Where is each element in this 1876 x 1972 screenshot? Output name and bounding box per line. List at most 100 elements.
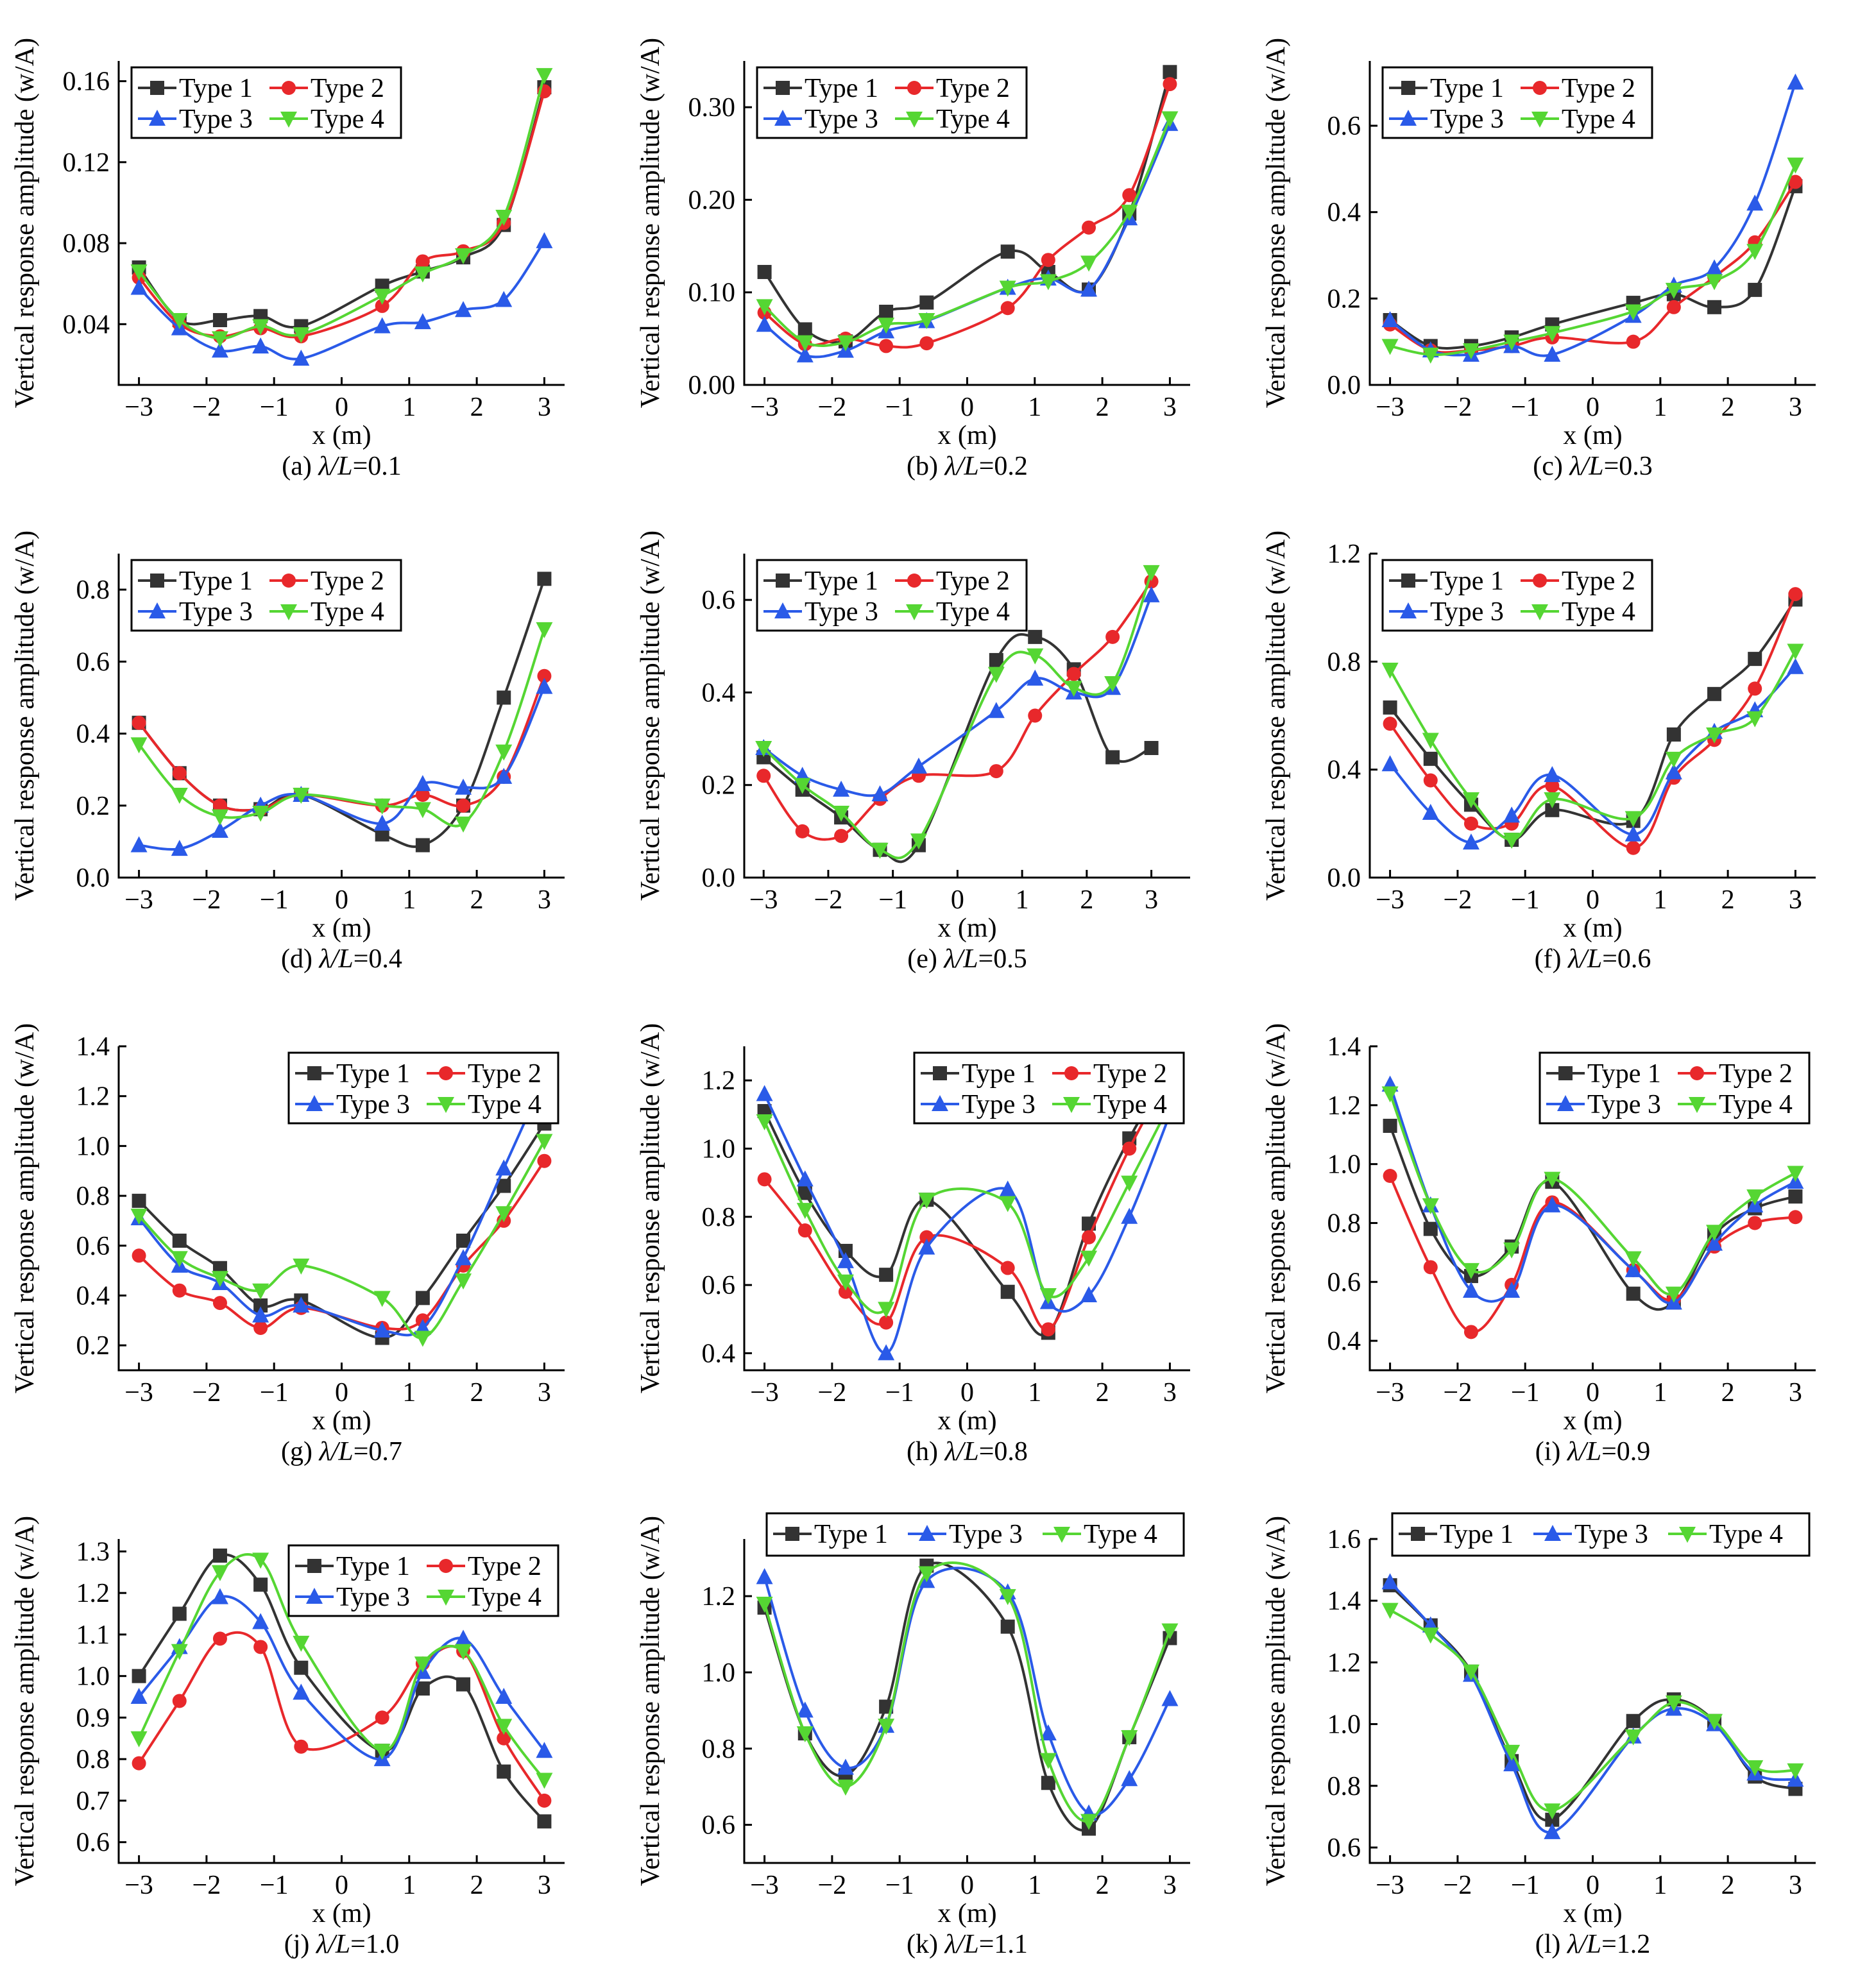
x-axis-label: x (m)	[312, 1406, 371, 1436]
legend-label: Type 4	[311, 597, 384, 627]
axes	[117, 1046, 565, 1372]
x-tick-label: 1	[402, 1871, 416, 1900]
data-point	[252, 319, 269, 336]
data-point	[797, 1223, 812, 1238]
legend-marker	[306, 1095, 323, 1111]
y-tick-label: 0.8	[76, 1745, 110, 1774]
data-point	[1105, 629, 1120, 644]
data-point	[1503, 1242, 1521, 1259]
series-line	[138, 240, 546, 361]
data-point	[756, 316, 773, 332]
x-tick-label: −1	[885, 1871, 914, 1900]
legend-label: Type 2	[311, 74, 384, 103]
legend-marker	[932, 1095, 948, 1111]
data-point	[1121, 1207, 1138, 1224]
data-point	[415, 254, 430, 269]
series-type-3	[756, 115, 1179, 362]
data-point	[294, 1739, 309, 1754]
y-tick-label: 0.8	[1327, 1209, 1361, 1238]
legend-label: Type 3	[1430, 597, 1504, 627]
y-axis-label: Vertical response amplitude (w/A)	[636, 1023, 665, 1393]
series-line	[1388, 650, 1797, 842]
data-point	[536, 68, 553, 85]
x-tick-label: −1	[260, 1378, 289, 1407]
x-tick-label: −1	[885, 393, 914, 422]
data-point	[879, 1268, 894, 1282]
series-line	[1390, 164, 1797, 357]
legend-box	[1381, 559, 1653, 632]
data-point	[756, 299, 773, 316]
caption-value: =0.3	[1604, 452, 1653, 481]
series-line	[763, 1567, 1172, 1816]
series-type-4	[756, 1561, 1179, 1830]
data-point	[172, 1234, 187, 1248]
data-point	[796, 1726, 814, 1742]
data-point	[1788, 1210, 1803, 1225]
y-tick-label: 0.20	[688, 185, 736, 215]
data-point	[415, 787, 430, 802]
y-tick-label: 0.6	[702, 1271, 736, 1300]
data-point	[1707, 300, 1722, 314]
caption-prefix: (g)	[281, 1437, 319, 1466]
legend-marker	[1690, 1066, 1704, 1080]
legend-marker	[282, 574, 296, 588]
y-tick-label: 1.2	[1327, 1648, 1361, 1678]
data-point	[987, 702, 1005, 718]
data-point	[1503, 334, 1521, 351]
x-tick-label: −3	[124, 393, 153, 422]
y-tick-label: 0.4	[1327, 1327, 1361, 1356]
legend-label: Type 2	[1562, 566, 1635, 596]
data-point	[1041, 1776, 1055, 1790]
data-point	[878, 1344, 895, 1361]
legend-marker	[1063, 1097, 1080, 1113]
axes	[1369, 1046, 1816, 1372]
axes	[117, 1539, 565, 1864]
data-point	[1000, 301, 1015, 316]
data-point	[1748, 652, 1762, 667]
data-point	[1626, 1713, 1641, 1728]
x-tick-label: 3	[1789, 1378, 1802, 1407]
data-point	[1161, 111, 1179, 128]
legend-marker	[906, 604, 923, 620]
x-tick-label: 1	[1016, 885, 1029, 915]
legend-label: Type 1	[805, 74, 878, 103]
legend-label: Type 4	[468, 1583, 541, 1612]
caption-variable: λ/L	[317, 452, 352, 481]
data-point	[130, 1688, 148, 1704]
x-tick-label: 1	[1653, 1871, 1667, 1900]
data-point	[918, 1566, 935, 1583]
x-tick-label: 3	[1789, 393, 1802, 422]
data-point	[1665, 1286, 1682, 1303]
legend-marker	[307, 1559, 321, 1573]
data-point	[1121, 205, 1138, 221]
x-axis-label: x (m)	[1563, 1406, 1622, 1436]
series-line	[1389, 1608, 1796, 1812]
data-point	[212, 1548, 227, 1563]
data-point	[415, 1291, 430, 1305]
data-point	[756, 1568, 773, 1585]
caption-value: =0.2	[979, 452, 1028, 481]
data-point	[797, 322, 812, 337]
data-point	[1161, 1623, 1179, 1640]
data-point	[878, 318, 895, 334]
data-point	[1706, 1225, 1723, 1241]
x-tick-label: 3	[1163, 1871, 1177, 1900]
y-tick-label: 0.4	[702, 678, 736, 708]
caption-variable: λ/L	[944, 1930, 979, 1959]
caption-value: =0.9	[1601, 1437, 1650, 1466]
caption-prefix: (k)	[907, 1930, 944, 1959]
y-tick-label: 1.4	[1327, 1586, 1361, 1616]
data-point	[1381, 339, 1399, 355]
data-point	[212, 313, 227, 327]
data-point	[1383, 1169, 1397, 1183]
data-point	[1105, 750, 1120, 765]
y-tick-label: 0.6	[702, 1811, 736, 1840]
panel-caption: (g) λ/L=0.7	[281, 1437, 402, 1466]
y-tick-label: 0.2	[1327, 284, 1361, 314]
legend: Type 1 Type 2 Type 3 Type 4	[756, 66, 1028, 139]
y-tick-label: 1.0	[76, 1662, 110, 1692]
data-point	[987, 667, 1005, 683]
data-point	[756, 1114, 773, 1130]
data-point	[871, 842, 889, 859]
